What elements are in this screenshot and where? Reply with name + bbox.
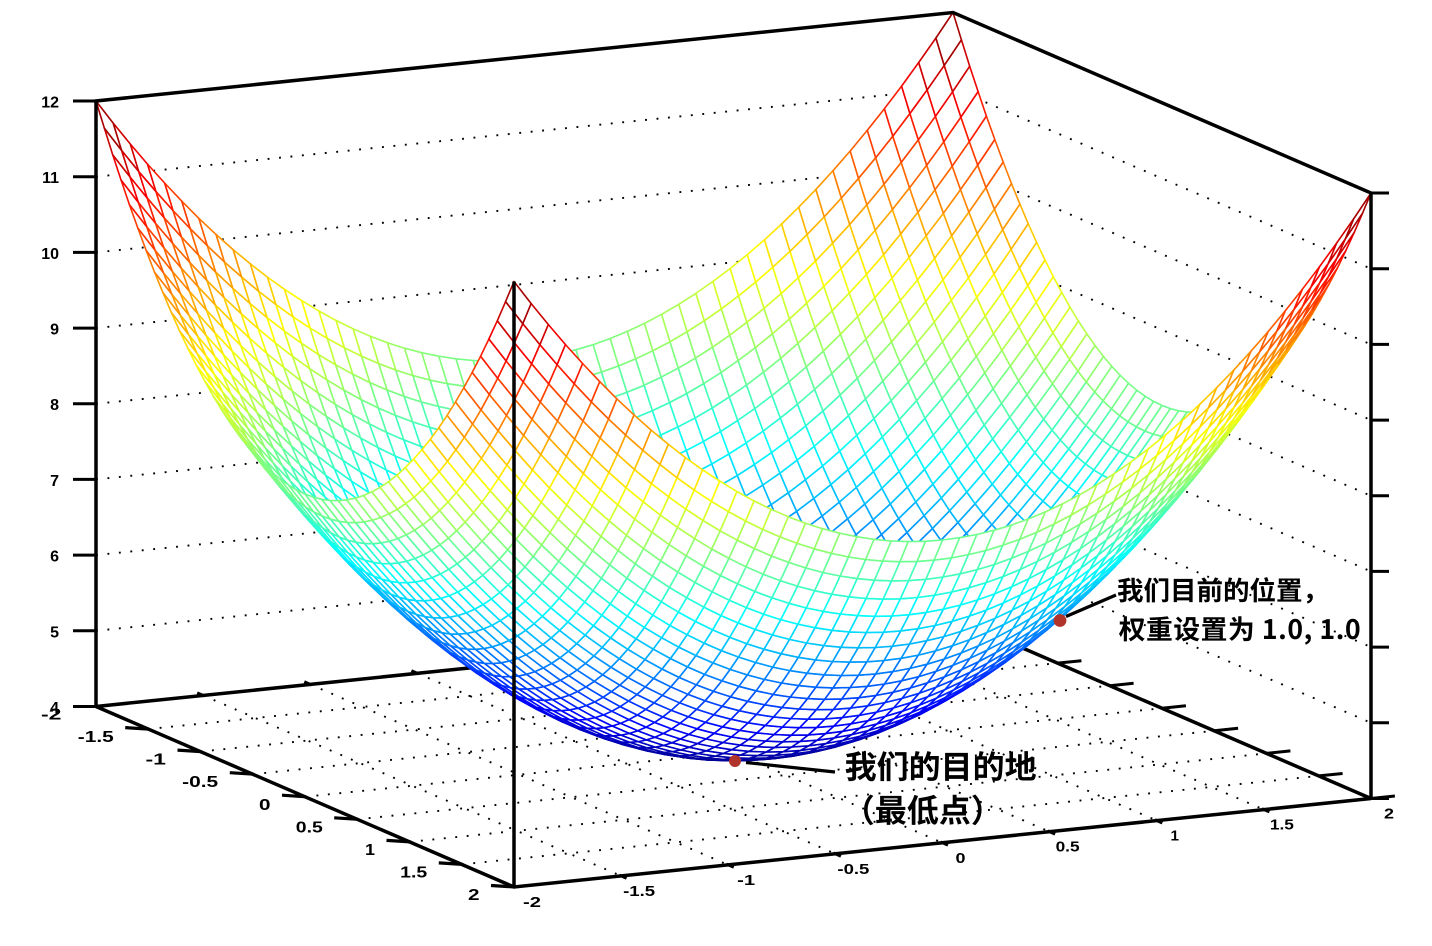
svg-text:11: 11 <box>42 170 59 187</box>
svg-text:-0.5: -0.5 <box>837 862 869 878</box>
svg-text:10: 10 <box>41 246 59 263</box>
svg-text:0.5: 0.5 <box>1056 840 1080 856</box>
svg-text:2: 2 <box>1384 807 1394 823</box>
svg-text:-2: -2 <box>523 895 541 911</box>
svg-text:6: 6 <box>50 549 59 566</box>
svg-text:0: 0 <box>956 851 966 867</box>
svg-text:1: 1 <box>1171 829 1180 845</box>
svg-text:12: 12 <box>41 95 59 112</box>
svg-text:9: 9 <box>50 322 59 339</box>
svg-text:-1.5: -1.5 <box>623 884 655 900</box>
svg-text:1: 1 <box>365 842 375 859</box>
svg-text:2: 2 <box>468 887 480 904</box>
svg-text:-1: -1 <box>146 752 167 769</box>
svg-text:0: 0 <box>259 797 271 814</box>
svg-text:-2: -2 <box>41 707 62 724</box>
svg-text:-1: -1 <box>737 873 755 889</box>
svg-text:7: 7 <box>50 473 59 490</box>
svg-text:-0.5: -0.5 <box>182 774 218 791</box>
svg-text:1.5: 1.5 <box>400 864 427 881</box>
svg-text:1.5: 1.5 <box>1270 818 1294 834</box>
svg-text:-1.5: -1.5 <box>78 729 114 746</box>
svg-text:5: 5 <box>50 624 59 641</box>
svg-text:0.5: 0.5 <box>296 819 323 836</box>
svg-text:8: 8 <box>50 397 59 414</box>
svg-text:4: 4 <box>50 700 59 717</box>
